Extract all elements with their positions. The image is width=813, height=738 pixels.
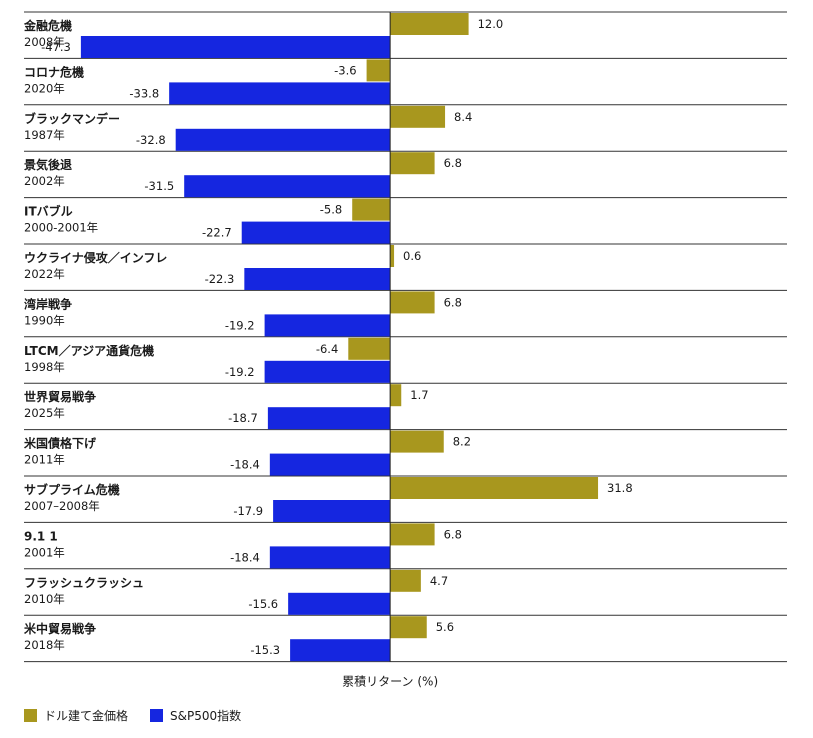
value-label-sp500: -19.2 xyxy=(225,365,255,379)
category-period: 2022年 xyxy=(24,267,65,281)
value-label-gold: 4.7 xyxy=(430,574,448,588)
bar-sp500 xyxy=(267,407,391,430)
value-label-sp500: -22.7 xyxy=(202,226,232,240)
bar-gold xyxy=(390,291,435,314)
bar-gold xyxy=(390,245,395,267)
category-name: コロナ危機 xyxy=(24,64,84,79)
bar-sp500 xyxy=(241,221,391,244)
bar-gold xyxy=(352,198,391,221)
category-name: 世界貿易戦争 xyxy=(24,389,96,404)
value-label-sp500: -18.7 xyxy=(228,411,258,425)
bar-sp500 xyxy=(264,360,391,383)
category-period: 2008年 xyxy=(24,35,65,49)
category-name: ITバブル xyxy=(24,204,73,219)
bar-sp500 xyxy=(269,453,391,476)
category-period: 2000-2001年 xyxy=(24,221,98,235)
bar-sp500 xyxy=(273,500,391,522)
legend: ドル建て金価格 S&P500指数 xyxy=(24,707,241,724)
value-label-gold: 1.7 xyxy=(410,388,428,402)
legend-item-sp500: S&P500指数 xyxy=(150,707,241,724)
legend-item-gold: ドル建て金価格 xyxy=(24,707,128,724)
category-name: フラッシュクラッシュ xyxy=(24,576,144,590)
bar-sp500 xyxy=(169,82,391,105)
value-label-gold: 8.2 xyxy=(453,435,471,449)
value-label-gold: -6.4 xyxy=(316,342,338,356)
category-period: 2007–2008年 xyxy=(24,499,100,513)
value-label-gold: -3.6 xyxy=(334,63,356,77)
bar-sp500 xyxy=(264,314,391,337)
value-label-gold: 0.6 xyxy=(403,249,421,263)
category-period: 1998年 xyxy=(24,360,65,374)
bar-gold xyxy=(366,59,391,82)
bar-gold xyxy=(390,569,421,592)
value-label-gold: 12.0 xyxy=(478,17,504,31)
bar-gold xyxy=(348,337,391,360)
value-label-sp500: -47.3 xyxy=(41,40,71,54)
value-label-gold: 5.6 xyxy=(436,620,454,634)
value-label-sp500: -18.4 xyxy=(230,458,260,472)
legend-label-sp500: S&P500指数 xyxy=(170,709,242,723)
bar-sp500 xyxy=(290,639,391,662)
category-name: ウクライナ侵攻／インフレ xyxy=(24,250,167,265)
value-label-sp500: -33.8 xyxy=(129,86,159,100)
value-label-gold: -5.8 xyxy=(320,203,342,217)
category-period: 2001年 xyxy=(24,545,65,559)
category-period: 1987年 xyxy=(24,128,65,142)
category-name: 景気後退 xyxy=(24,157,72,172)
category-period: 1990年 xyxy=(24,313,65,327)
category-name: 9.1 1 xyxy=(24,529,58,543)
value-label-sp500: -17.9 xyxy=(233,504,263,518)
x-axis-label: 累積リターン (%) xyxy=(342,674,438,689)
bar-gold xyxy=(390,384,402,407)
value-label-sp500: -22.3 xyxy=(205,272,235,286)
value-label-gold: 8.4 xyxy=(454,110,472,124)
value-label-sp500: -31.5 xyxy=(144,179,174,193)
chart-rows xyxy=(24,11,787,663)
bar-gold xyxy=(390,152,435,175)
category-name: 湾岸戦争 xyxy=(24,296,72,311)
category-name: 米国債格下げ xyxy=(24,436,97,451)
legend-swatch-sp500 xyxy=(150,709,164,722)
value-label-sp500: -19.2 xyxy=(225,318,255,332)
category-name: ブラックマンデー xyxy=(24,111,120,126)
category-period: 2002年 xyxy=(24,174,65,188)
chart-bars xyxy=(80,13,599,662)
bar-sp500 xyxy=(80,36,391,58)
category-name: サブプライム危機 xyxy=(24,482,120,497)
bar-gold xyxy=(390,616,427,639)
bar-gold xyxy=(390,13,469,35)
value-label-gold: 6.8 xyxy=(444,527,462,541)
category-period: 2010年 xyxy=(24,592,65,606)
category-period: 2020年 xyxy=(24,81,65,95)
bar-sp500 xyxy=(269,546,391,569)
value-label-gold: 31.8 xyxy=(607,481,633,495)
bar-gold xyxy=(390,523,435,546)
category-name: 米中貿易戦争 xyxy=(24,621,96,636)
bar-gold xyxy=(390,430,444,453)
value-label-sp500: -32.8 xyxy=(136,133,166,147)
bar-sp500 xyxy=(288,592,391,615)
bar-sp500 xyxy=(175,128,391,151)
category-name: 金融危機 xyxy=(23,18,72,33)
bar-sp500 xyxy=(244,268,391,290)
bar-gold xyxy=(390,477,599,499)
category-period: 2025年 xyxy=(24,406,65,420)
category-period: 2011年 xyxy=(24,453,65,467)
value-label-gold: 6.8 xyxy=(444,295,462,309)
value-label-sp500: -15.6 xyxy=(248,597,278,611)
legend-label-gold: ドル建て金価格 xyxy=(44,709,129,723)
value-label-sp500: -15.3 xyxy=(250,643,280,657)
category-period: 2018年 xyxy=(24,638,65,652)
bar-sp500 xyxy=(184,175,391,198)
bar-gold xyxy=(390,105,446,128)
chart-labels: 金融危機 2008年 12.0 -47.3 コロナ危機 2020年 -3.6 -33.8 ブラッ… xyxy=(23,17,633,657)
legend-swatch-gold xyxy=(24,709,37,722)
value-label-gold: 6.8 xyxy=(444,156,462,170)
category-name: LTCM／アジア通貨危機 xyxy=(24,343,154,358)
value-label-sp500: -18.4 xyxy=(230,550,260,564)
